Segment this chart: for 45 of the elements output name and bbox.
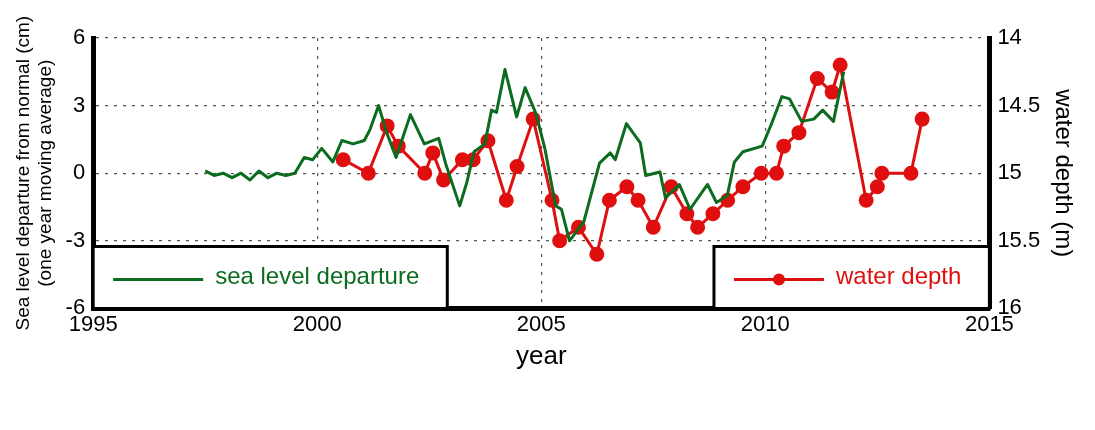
point — [645, 219, 661, 235]
point — [753, 165, 769, 181]
point — [914, 111, 930, 127]
x-tick-label: 2010 — [740, 310, 790, 336]
point — [874, 165, 890, 181]
point — [552, 233, 568, 249]
point — [679, 206, 695, 222]
point — [776, 138, 792, 154]
point — [436, 172, 452, 188]
legend-label: sea level departure — [215, 262, 420, 290]
x-tick-label: 2000 — [292, 310, 342, 336]
point — [903, 165, 919, 181]
point — [335, 152, 351, 168]
y2-tick-label: 14.5 — [997, 91, 1041, 117]
point — [417, 165, 433, 181]
point — [791, 125, 807, 141]
point — [769, 165, 785, 181]
point — [832, 57, 848, 73]
point — [735, 179, 751, 195]
legend-label: water depth — [834, 262, 962, 290]
point — [425, 145, 441, 161]
y2-tick-label: 15 — [997, 159, 1022, 185]
point — [809, 71, 825, 87]
point — [824, 84, 840, 100]
point — [589, 246, 605, 262]
x-tick-label: 2005 — [516, 310, 566, 336]
point — [705, 206, 721, 222]
point — [509, 158, 525, 174]
point — [858, 192, 874, 208]
point — [360, 165, 376, 181]
y2-tick-label: 15.5 — [997, 226, 1041, 252]
y2-axis-title: water depth (m) — [1050, 88, 1078, 258]
y2-tick-label: 14 — [997, 24, 1022, 50]
point — [630, 192, 646, 208]
x-axis-title: year — [515, 339, 567, 370]
y-axis-title: Sea level departure from normal (cm) (one year moving average) — [11, 15, 56, 331]
y-tick-label: 3 — [72, 91, 86, 117]
point — [601, 192, 617, 208]
point — [690, 219, 706, 235]
point — [498, 192, 514, 208]
y-tick-label: 0 — [72, 159, 86, 185]
point — [869, 179, 885, 195]
y-tick-label: 6 — [72, 24, 86, 50]
point — [619, 179, 635, 195]
y-tick-label: -3 — [65, 226, 86, 252]
